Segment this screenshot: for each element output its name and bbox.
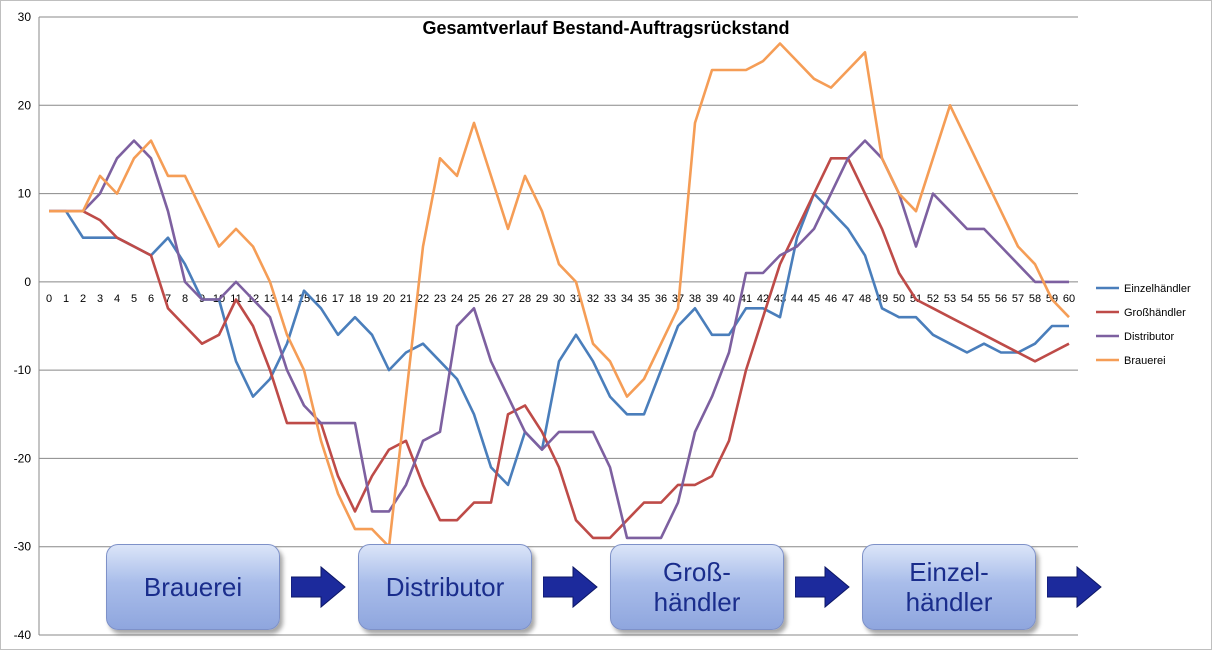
legend-label: Brauerei xyxy=(1124,355,1166,367)
x-tick-label: 25 xyxy=(468,293,480,305)
x-tick-label: 8 xyxy=(182,293,188,305)
series-line-2 xyxy=(49,139,1069,540)
x-tick-label: 26 xyxy=(485,293,497,305)
x-tick-label: 45 xyxy=(808,293,820,305)
x-tick-label: 4 xyxy=(114,293,120,305)
x-tick-label: 34 xyxy=(621,293,633,305)
flow-box-einzelhaendler: Einzel- händler xyxy=(862,544,1036,630)
flow-box-grosshaendler: Groß- händler xyxy=(610,544,784,630)
flow-arrow-4 xyxy=(1047,565,1102,609)
x-tick-label: 20 xyxy=(383,293,395,305)
x-tick-label: 47 xyxy=(842,293,854,305)
series-line-0 xyxy=(49,192,1069,487)
y-tick-label: -40 xyxy=(14,628,32,642)
y-tick-label: -10 xyxy=(14,363,32,377)
y-axis-ticks: -40 -30 -20 -10 0 10 20 30 xyxy=(14,10,32,642)
x-tick-label: 2 xyxy=(80,293,86,305)
y-tick-label: -30 xyxy=(14,540,32,554)
x-tick-label: 24 xyxy=(451,293,463,305)
y-tick-label: 30 xyxy=(18,10,32,24)
series-lines xyxy=(49,42,1070,549)
x-tick-label: 18 xyxy=(349,293,361,305)
x-tick-label: 55 xyxy=(978,293,990,305)
x-tick-label: 0 xyxy=(46,293,52,305)
legend: Einzelhändler Großhändler Distributor Braue… xyxy=(1096,283,1191,367)
x-tick-label: 16 xyxy=(315,293,327,305)
x-tick-label: 5 xyxy=(131,293,137,305)
x-tick-label: 57 xyxy=(1012,293,1024,305)
x-tick-label: 27 xyxy=(502,293,514,305)
x-tick-label: 60 xyxy=(1063,293,1075,305)
y-tick-label: 10 xyxy=(18,187,32,201)
x-tick-label: 23 xyxy=(434,293,446,305)
x-tick-label: 53 xyxy=(944,293,956,305)
x-tick-label: 40 xyxy=(723,293,735,305)
legend-label: Großhändler xyxy=(1124,307,1186,319)
x-tick-label: 41 xyxy=(740,293,752,305)
x-tick-label: 35 xyxy=(638,293,650,305)
gridlines xyxy=(38,16,1078,636)
x-tick-label: 50 xyxy=(893,293,905,305)
flow-box-brauerei: Brauerei xyxy=(106,544,280,630)
x-tick-label: 22 xyxy=(417,293,429,305)
x-tick-label: 6 xyxy=(148,293,154,305)
x-tick-label: 58 xyxy=(1029,293,1041,305)
x-tick-label: 19 xyxy=(366,293,378,305)
x-tick-label: 21 xyxy=(400,293,412,305)
x-tick-label: 29 xyxy=(536,293,548,305)
x-tick-label: 13 xyxy=(264,293,276,305)
x-tick-label: 30 xyxy=(553,293,565,305)
x-tick-label: 17 xyxy=(332,293,344,305)
x-tick-label: 32 xyxy=(587,293,599,305)
x-tick-label: 44 xyxy=(791,293,803,305)
flow-box-distributor: Distributor xyxy=(358,544,532,630)
x-tick-label: 54 xyxy=(961,293,973,305)
x-tick-label: 1 xyxy=(63,293,69,305)
x-tick-label: 56 xyxy=(995,293,1007,305)
x-tick-label: 42 xyxy=(757,293,769,305)
x-tick-label: 38 xyxy=(689,293,701,305)
x-tick-label: 33 xyxy=(604,293,616,305)
legend-label: Einzelhändler xyxy=(1124,283,1191,295)
x-tick-label: 14 xyxy=(281,293,293,305)
y-tick-label: -20 xyxy=(14,451,32,465)
legend-label: Distributor xyxy=(1124,331,1174,343)
x-tick-label: 48 xyxy=(859,293,871,305)
y-tick-label: 20 xyxy=(18,98,32,112)
x-tick-label: 3 xyxy=(97,293,103,305)
x-tick-label: 28 xyxy=(519,293,531,305)
flow-arrow-2 xyxy=(543,565,598,609)
series-line-1 xyxy=(49,157,1070,540)
flow-arrow-3 xyxy=(795,565,850,609)
x-tick-label: 39 xyxy=(706,293,718,305)
y-tick-label: 0 xyxy=(24,275,31,289)
chart-title: Gesamtverlauf Bestand-Auftragsrückstand xyxy=(422,18,789,38)
x-tick-label: 46 xyxy=(825,293,837,305)
x-tick-label: 36 xyxy=(655,293,667,305)
series-line-3 xyxy=(49,42,1070,549)
x-tick-label: 7 xyxy=(165,293,171,305)
x-tick-label: 52 xyxy=(927,293,939,305)
flow-arrow-1 xyxy=(291,565,346,609)
